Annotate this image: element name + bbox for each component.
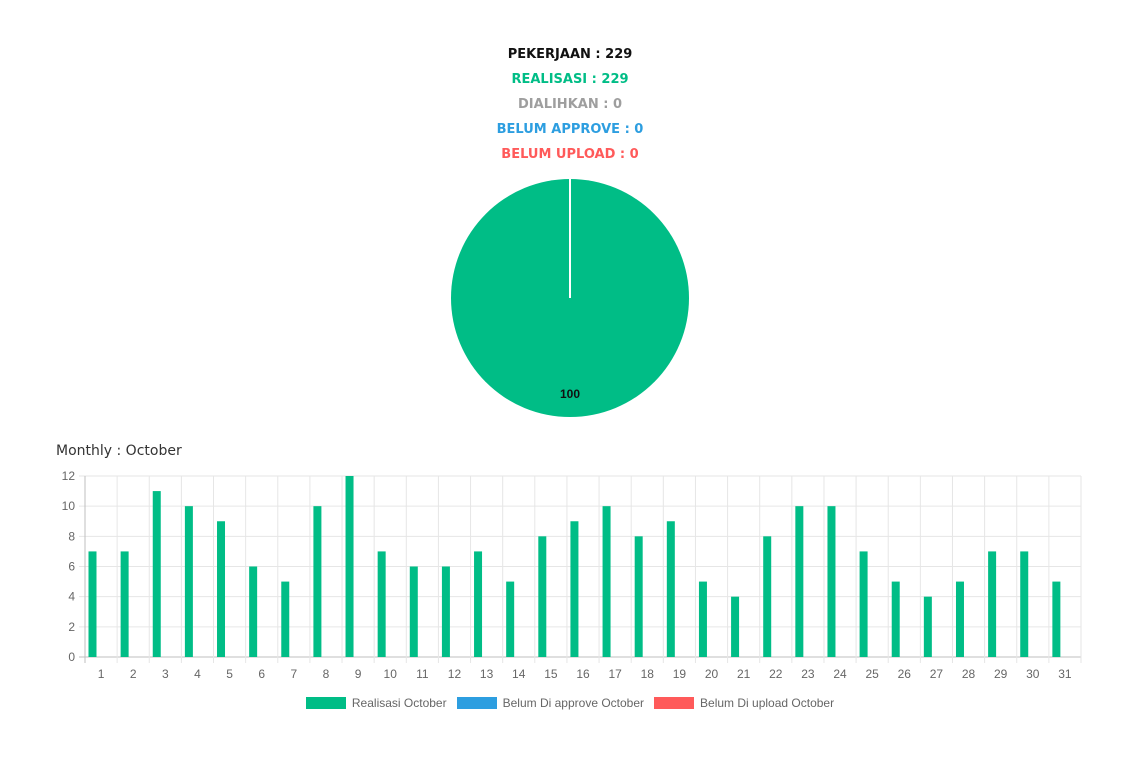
bar (731, 596, 740, 657)
x-tick-label: 9 (355, 667, 362, 681)
x-tick-label: 2 (130, 667, 137, 681)
bar (474, 551, 483, 657)
bar (249, 566, 258, 657)
x-tick-label: 14 (512, 667, 526, 681)
bar (988, 551, 997, 657)
bar (763, 536, 772, 657)
bar (891, 581, 900, 657)
x-tick-label: 28 (962, 667, 976, 681)
x-tick-label: 23 (801, 667, 815, 681)
pie-slice-label: 100 (560, 387, 580, 401)
legend-label: Realisasi October (351, 696, 447, 710)
y-tick-label: 6 (68, 560, 75, 574)
legend-swatch (305, 697, 346, 709)
y-tick-label: 2 (68, 620, 75, 634)
bar (923, 596, 932, 657)
legend-item[interactable]: Realisasi October (305, 696, 447, 710)
x-tick-label: 16 (576, 667, 590, 681)
x-tick-label: 18 (641, 667, 655, 681)
legend-swatch (456, 697, 497, 709)
x-tick-label: 1 (98, 667, 105, 681)
bar (538, 536, 547, 657)
bar (795, 506, 804, 657)
bar (441, 566, 450, 657)
legend-label: Belum Di upload October (700, 696, 835, 710)
y-tick-label: 12 (62, 469, 76, 483)
bar (377, 551, 386, 657)
legend-label: Belum Di approve October (502, 696, 645, 710)
bar (1020, 551, 1029, 657)
x-tick-label: 30 (1026, 667, 1040, 681)
x-tick-label: 4 (194, 667, 201, 681)
bar (955, 581, 964, 657)
bar (634, 536, 643, 657)
bar (859, 551, 868, 657)
x-tick-label: 17 (608, 667, 622, 681)
x-tick-label: 20 (705, 667, 719, 681)
x-tick-label: 13 (480, 667, 494, 681)
x-tick-label: 31 (1058, 667, 1072, 681)
bar (345, 476, 354, 657)
bar (506, 581, 515, 657)
y-tick-label: 4 (68, 590, 75, 604)
x-tick-label: 19 (673, 667, 687, 681)
x-tick-label: 10 (384, 667, 398, 681)
bar-chart-legend: Realisasi October Belum Di approve Octobe… (0, 696, 1140, 710)
x-tick-label: 8 (323, 667, 330, 681)
bar (602, 506, 611, 657)
bar (1052, 581, 1061, 657)
summary-panel: PEKERJAAN : 229 REALISASI : 229 DIALIHKA… (0, 42, 1140, 167)
x-tick-label: 5 (226, 667, 233, 681)
realisasi-count: REALISASI : 229 (511, 72, 629, 87)
belum-upload-count: BELUM UPLOAD : 0 (501, 147, 639, 162)
bar (570, 521, 579, 657)
y-tick-label: 8 (68, 529, 75, 543)
bar (88, 551, 97, 657)
bar (184, 506, 193, 657)
bar (217, 521, 226, 657)
x-tick-label: 29 (994, 667, 1008, 681)
belum-approve-count: BELUM APPROVE : 0 (496, 122, 644, 137)
bar (666, 521, 675, 657)
x-tick-label: 7 (290, 667, 297, 681)
legend-item[interactable]: Belum Di approve October (456, 696, 645, 710)
monthly-title: Monthly : October (56, 443, 182, 459)
y-tick-label: 0 (68, 650, 75, 664)
x-tick-label: 24 (833, 667, 847, 681)
bar (120, 551, 129, 657)
bar (281, 581, 290, 657)
x-tick-label: 6 (258, 667, 265, 681)
x-tick-label: 3 (162, 667, 169, 681)
dialihkan-count: DIALIHKAN : 0 (518, 97, 622, 112)
x-tick-label: 11 (416, 667, 429, 681)
x-tick-label: 27 (930, 667, 944, 681)
bar (827, 506, 836, 657)
x-tick-label: 22 (769, 667, 783, 681)
x-tick-label: 15 (544, 667, 558, 681)
bar (698, 581, 707, 657)
y-tick-label: 10 (62, 499, 76, 513)
x-tick-label: 21 (737, 667, 751, 681)
x-tick-label: 26 (898, 667, 912, 681)
bar (152, 491, 161, 657)
x-tick-label: 25 (865, 667, 879, 681)
pekerjaan-count: PEKERJAAN : 229 (507, 47, 633, 62)
bar (409, 566, 418, 657)
x-tick-label: 12 (448, 667, 462, 681)
legend-item[interactable]: Belum Di upload October (654, 696, 834, 710)
bar (313, 506, 322, 657)
pie-chart: 100 (451, 179, 689, 417)
legend-swatch (654, 697, 695, 709)
